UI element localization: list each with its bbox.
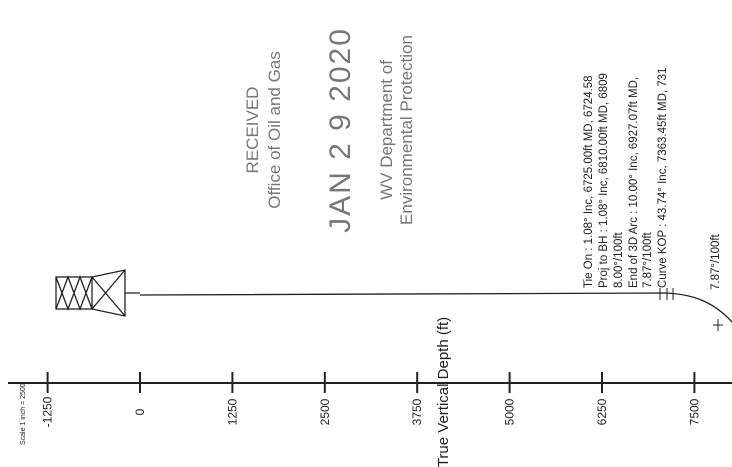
tick-label: 2500: [318, 398, 332, 425]
annotation: Tie On : 1.08° Inc, 6725.00ft MD, 6724.5…: [583, 75, 595, 288]
annotation: End of 3D Arc : 10.00° Inc, 6927.07ft MD…: [628, 77, 640, 288]
stamp-line: WV Department of: [377, 60, 396, 200]
stamp-line: Environmental Protection: [397, 35, 416, 225]
annotation: 7.87°/100ft: [642, 231, 654, 288]
annotation: 8.00°/100ft: [613, 231, 625, 288]
annotation: Proj to BH : 1.08° Inc, 6810.00ft MD, 68…: [598, 73, 610, 288]
tick-label: 0: [133, 408, 147, 415]
tick-label: 1250: [225, 398, 239, 425]
stamp-line: RECEIVED: [243, 87, 262, 174]
tick-label: 3750: [410, 398, 424, 425]
tick-label: 5000: [503, 398, 517, 425]
tick-label: 6250: [595, 398, 609, 425]
derrick: [55, 269, 140, 317]
annotation: Curve KOP : 43.74° Inc, 7363.45ft MD, 73…: [657, 68, 669, 288]
annotation: 7.87°/100ft: [710, 233, 722, 290]
axis-scale: Scale 1 inch = 2500: [20, 383, 27, 445]
tick-label: 7500: [687, 398, 701, 425]
axis-title: True Vertical Depth (ft): [435, 317, 452, 467]
stamp-line: Office of Oil and Gas: [265, 51, 284, 208]
markers: [659, 288, 723, 331]
well-path: [139, 292, 732, 323]
tick-label: -1250: [41, 396, 55, 427]
stamp-date: JAN 2 9 2020: [324, 27, 357, 233]
